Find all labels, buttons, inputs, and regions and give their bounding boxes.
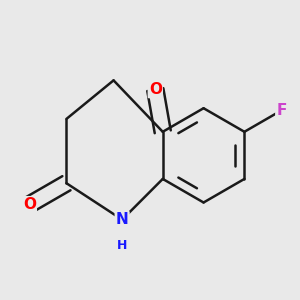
Text: H: H xyxy=(117,239,127,252)
Text: N: N xyxy=(116,212,128,227)
Text: O: O xyxy=(149,82,162,97)
Text: O: O xyxy=(23,197,36,212)
Text: F: F xyxy=(276,103,287,118)
